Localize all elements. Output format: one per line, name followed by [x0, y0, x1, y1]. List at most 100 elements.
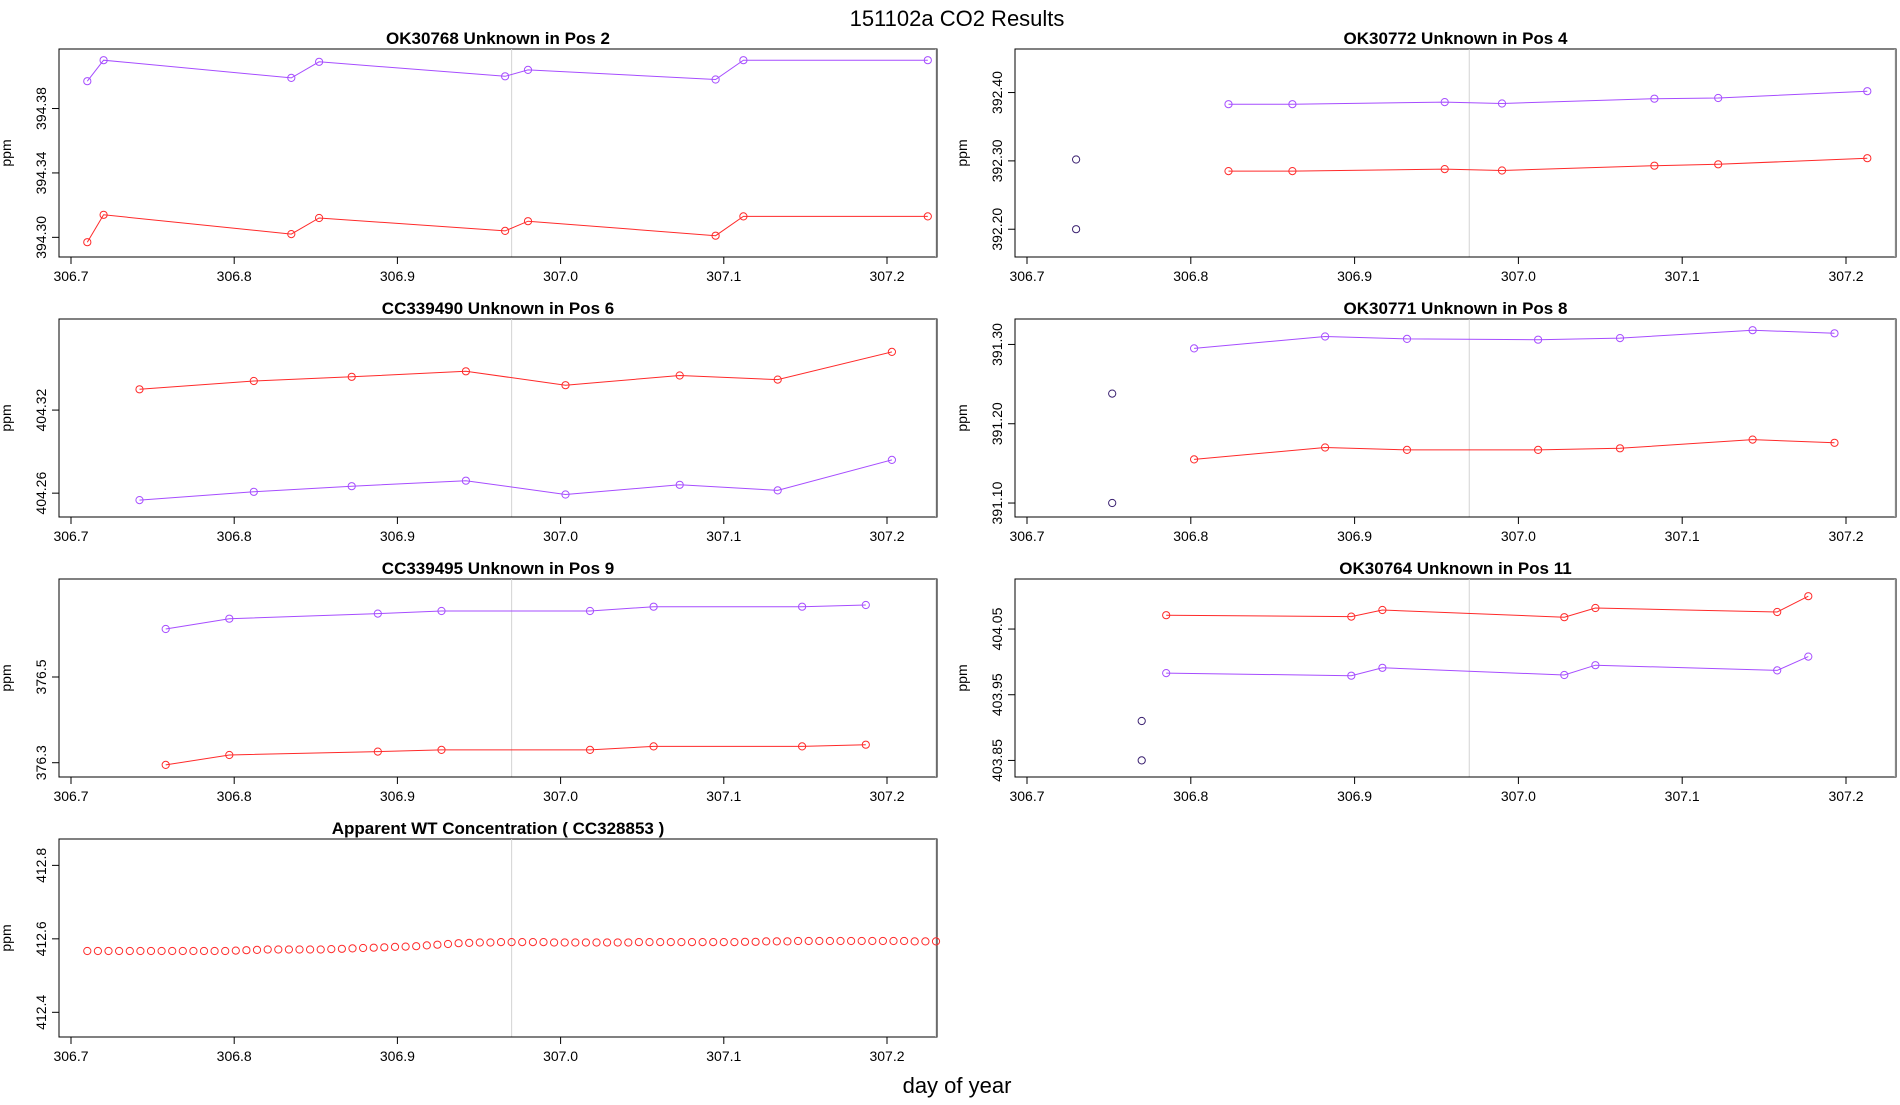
data-point	[645, 938, 654, 947]
panel-title: CC339490 Unknown in Pos 6	[382, 299, 614, 318]
data-point	[861, 600, 870, 610]
data-point	[454, 939, 463, 948]
data-point	[1560, 670, 1569, 680]
x-tick-label: 306.9	[380, 1048, 415, 1064]
data-point	[923, 212, 932, 221]
x-tick-label: 307.1	[706, 268, 741, 284]
data-point	[1162, 611, 1171, 620]
figure-title: 151102a CO2 Results	[850, 6, 1065, 31]
data-point	[83, 238, 92, 247]
plot-frame	[1014, 318, 1897, 518]
y-tick-label: 394.38	[33, 87, 49, 130]
panel-5: CC339495 Unknown in Pos 9 ppm 306.7 306.8 30…	[0, 559, 938, 804]
data-point	[585, 606, 595, 616]
series-purple	[83, 56, 932, 86]
x-tick-label: 307.0	[543, 1048, 578, 1064]
panel-3: CC339490 Unknown in Pos 6 ppm 306.7 306.8 30…	[0, 299, 938, 544]
data-point	[528, 938, 538, 947]
data-point	[1137, 756, 1146, 765]
data-point	[825, 936, 835, 946]
y-axis-label: ppm	[954, 139, 970, 166]
data-point	[390, 942, 400, 952]
series-red	[1224, 154, 1872, 176]
y-tick-label: 392.40	[989, 71, 1005, 114]
panel-title: OK30772 Unknown in Pos 4	[1344, 29, 1568, 48]
data-point	[687, 938, 697, 947]
data-point	[666, 938, 675, 947]
data-point	[1190, 344, 1199, 353]
series-purple	[161, 600, 870, 634]
data-point	[1804, 592, 1813, 601]
x-tick-label: 306.7	[53, 268, 88, 284]
data-point	[1804, 652, 1813, 661]
data-point	[1773, 607, 1782, 617]
data-point	[921, 937, 930, 946]
data-point	[83, 77, 92, 86]
x-tick-label: 307.1	[1665, 268, 1700, 284]
data-point	[1615, 334, 1625, 343]
data-point	[1440, 165, 1449, 174]
data-point	[740, 937, 750, 946]
x-tick-label: 306.7	[1009, 268, 1044, 284]
data-point	[507, 938, 516, 947]
panel-title: Apparent WT Concentration ( CC328853 )	[332, 819, 665, 838]
data-point	[868, 936, 877, 946]
data-point	[146, 946, 156, 956]
y-tick-label: 394.30	[33, 216, 49, 259]
x-tick-label: 306.9	[380, 788, 415, 804]
plot-frame	[1014, 578, 1897, 778]
data-point	[231, 946, 240, 955]
y-tick-label: 391.10	[989, 481, 1005, 524]
data-point	[730, 938, 739, 947]
data-point	[1748, 435, 1757, 444]
data-point	[315, 57, 324, 66]
series-red	[1162, 592, 1813, 622]
data-point	[295, 945, 304, 954]
x-tick-label: 306.9	[1337, 788, 1372, 804]
data-point	[1650, 94, 1659, 103]
data-point	[571, 938, 580, 947]
y-axis-label: ppm	[0, 139, 14, 166]
data-point	[1440, 98, 1449, 107]
data-point	[887, 455, 897, 464]
data-point	[878, 936, 888, 946]
x-tick-label: 307.2	[1828, 268, 1863, 284]
data-point	[1137, 716, 1146, 726]
y-tick-label: 404.32	[33, 388, 49, 431]
data-point	[1402, 445, 1412, 454]
data-point	[249, 487, 258, 496]
data-point	[613, 938, 622, 947]
series-line	[1166, 595, 1809, 618]
y-tick-label: 392.20	[989, 208, 1005, 251]
y-tick-label: 394.34	[33, 151, 49, 194]
x-tick-label: 307.1	[1665, 528, 1700, 544]
x-tick-label: 307.1	[706, 528, 741, 544]
data-point	[135, 385, 144, 394]
data-point	[1560, 613, 1569, 622]
data-point	[161, 624, 170, 634]
x-tick-label: 306.8	[217, 788, 252, 804]
series-line	[139, 459, 893, 501]
data-point	[1863, 87, 1872, 96]
data-point	[199, 946, 209, 956]
data-point	[649, 602, 658, 611]
data-point	[523, 217, 533, 226]
data-point	[475, 938, 484, 947]
y-tick-label: 404.26	[33, 472, 49, 515]
data-point	[1321, 332, 1330, 341]
data-point	[624, 938, 633, 947]
data-point	[274, 945, 283, 954]
series-line	[1228, 90, 1868, 105]
series-line	[1194, 329, 1835, 349]
x-tick-label: 306.8	[1173, 788, 1208, 804]
data-point	[815, 936, 824, 946]
x-tick-label: 306.7	[1009, 788, 1044, 804]
data-point	[1534, 445, 1543, 454]
data-point	[794, 936, 803, 946]
y-axis-label: ppm	[0, 664, 14, 691]
data-point	[1591, 661, 1600, 670]
series-line	[1194, 439, 1835, 460]
x-tick-label: 307.2	[869, 528, 904, 544]
